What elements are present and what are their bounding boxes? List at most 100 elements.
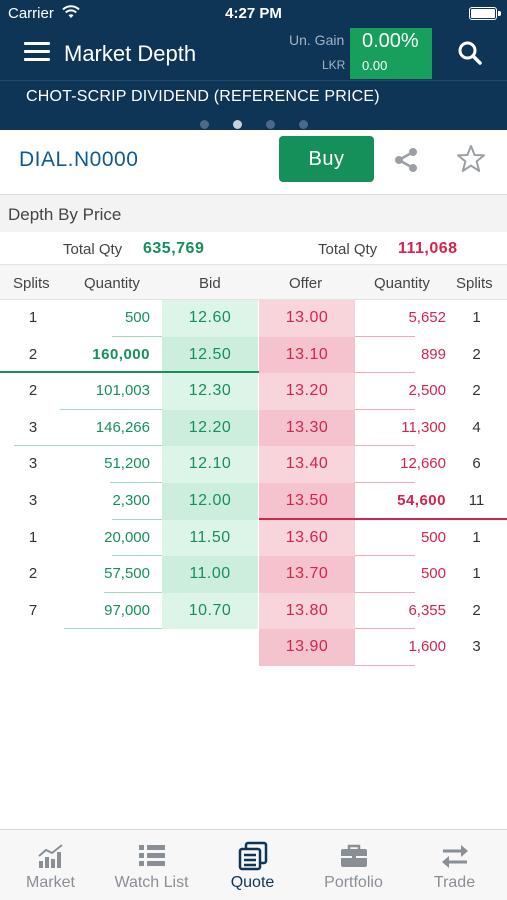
offer-splits: 3 — [472, 638, 481, 656]
bid-volume-bar — [112, 555, 162, 557]
unrealized-gain-box: 0.00% 0.00 — [350, 28, 432, 79]
col-bid-splits: Splits — [13, 275, 50, 292]
swap-arrows-icon — [442, 845, 468, 868]
bid-splits: 2 — [28, 382, 38, 400]
bid-quantity: 101,003 — [95, 382, 150, 400]
offer-quantity: 12,660 — [400, 455, 446, 473]
bid-quantity: 500 — [124, 309, 150, 326]
offer-splits: 2 — [472, 345, 481, 363]
share-icon[interactable] — [392, 146, 420, 174]
bid-volume-bar — [64, 628, 162, 630]
offer-divider — [259, 517, 507, 520]
depth-row: 1 20,000 11.50 13.60 500 1 — [0, 519, 507, 557]
page-title: Market Depth — [64, 41, 197, 66]
offer-volume-bar — [355, 591, 415, 593]
briefcase-icon — [341, 844, 367, 867]
bid-volume-bar — [110, 481, 162, 483]
symbol-code[interactable]: DIAL.N0000 — [19, 148, 139, 171]
tab-market[interactable]: Market — [0, 830, 101, 900]
tab-portfolio[interactable]: Portfolio — [303, 830, 404, 900]
bid-volume-bar — [112, 518, 162, 520]
news-ticker[interactable]: CHOT-SCRIP DIVIDEND (REFERENCE PRICE) — [0, 80, 507, 130]
col-bid: Bid — [199, 275, 221, 292]
offer-volume-bar — [355, 664, 415, 666]
page-dot[interactable] — [199, 120, 209, 129]
status-bar: Carrier 4:27 PM — [0, 0, 507, 28]
offer-splits: 11 — [468, 491, 485, 509]
tab-bar: Market Watch List Quote Portfolio — [0, 829, 507, 900]
currency-label: LKR — [322, 58, 346, 72]
offer-splits: 4 — [472, 418, 481, 436]
buy-button[interactable]: Buy — [279, 136, 374, 182]
wifi-icon — [62, 5, 80, 18]
bid-price: 11.50 — [162, 519, 258, 557]
offer-price: 13.20 — [259, 373, 355, 410]
page-dot[interactable] — [298, 120, 308, 129]
offer-price: 13.90 — [259, 629, 355, 666]
offer-price: 13.10 — [259, 336, 355, 374]
col-bid-quantity: Quantity — [84, 275, 140, 292]
offer-volume-bar — [355, 408, 415, 410]
ticker-text: CHOT-SCRIP DIVIDEND (REFERENCE PRICE) — [26, 88, 380, 105]
bid-volume-bar — [14, 445, 162, 447]
offer-quantity: 500 — [420, 528, 446, 546]
bid-splits: 3 — [28, 418, 38, 436]
bid-quantity: 20,000 — [104, 528, 150, 546]
battery-icon — [469, 7, 501, 20]
bid-volume-bar — [104, 591, 162, 593]
column-headers: Splits Quantity Bid Offer Quantity Split… — [0, 264, 507, 300]
star-icon[interactable] — [456, 144, 486, 174]
bid-quantity: 51,200 — [104, 455, 150, 473]
offer-splits: 1 — [472, 528, 481, 546]
depth-row: 7 97,000 10.70 13.80 6,355 2 — [0, 592, 507, 630]
bid-price: 10.70 — [162, 592, 258, 630]
depth-table: 1 500 12.60 13.00 5,652 1 2 160,000 12.50 13.10 89… — [0, 300, 507, 666]
offer-price: 13.60 — [259, 519, 355, 557]
bid-quantity — [66, 629, 150, 666]
bid-price: 12.60 — [162, 300, 258, 337]
bid-price: 12.50 — [162, 336, 258, 374]
page-dot[interactable] — [265, 120, 275, 129]
offer-quantity: 1,600 — [408, 638, 446, 656]
depth-row: 2 101,003 12.30 13.20 2,500 2 — [0, 373, 507, 410]
page-dot-active[interactable] — [232, 120, 242, 129]
tab-trade[interactable]: Trade — [404, 830, 505, 900]
unrealized-gain-label: Un. Gain — [289, 32, 345, 48]
hamburger-menu-icon[interactable] — [24, 42, 50, 64]
offer-splits: 2 — [472, 601, 481, 619]
bid-splits: 3 — [28, 491, 38, 509]
col-offer-splits: Splits — [456, 275, 493, 292]
search-icon[interactable] — [457, 40, 483, 66]
bid-splits: 1 — [28, 528, 38, 546]
offer-volume-bar — [355, 335, 415, 337]
offer-volume-bar — [355, 372, 415, 374]
totals-row: Total Qty 635,769 Total Qty 111,068 — [0, 232, 507, 264]
offer-price: 13.50 — [259, 482, 355, 520]
offer-quantity: 54,600 — [397, 491, 446, 509]
offer-quantity: 2,500 — [408, 382, 446, 400]
bid-price — [162, 629, 258, 666]
offer-quantity: 899 — [420, 345, 446, 363]
offer-splits: 1 — [472, 309, 481, 326]
tab-quote[interactable]: Quote — [202, 830, 303, 900]
bid-price: 12.10 — [162, 446, 258, 483]
bid-volume-bar — [60, 408, 162, 410]
tab-watch-list[interactable]: Watch List — [101, 830, 202, 900]
bid-price: 12.00 — [162, 482, 258, 520]
offer-price: 13.70 — [259, 556, 355, 593]
offer-price: 13.40 — [259, 446, 355, 483]
col-offer-quantity: Quantity — [374, 275, 430, 292]
section-title: Depth By Price — [0, 194, 507, 232]
bid-splits: 7 — [28, 601, 38, 619]
gain-amount: 0.00 — [362, 58, 388, 73]
offer-volume-bar — [355, 555, 415, 557]
bid-total-value: 635,769 — [143, 240, 205, 257]
bid-divider — [0, 371, 259, 374]
offer-price: 13.80 — [259, 592, 355, 630]
gain-percent: 0.00% — [362, 30, 419, 52]
col-offer: Offer — [289, 275, 323, 292]
depth-row: 2 57,500 11.00 13.70 500 1 — [0, 556, 507, 593]
carrier-label: Carrier — [8, 5, 54, 22]
bid-splits: 3 — [28, 455, 38, 473]
offer-quantity: 6,355 — [408, 601, 446, 619]
